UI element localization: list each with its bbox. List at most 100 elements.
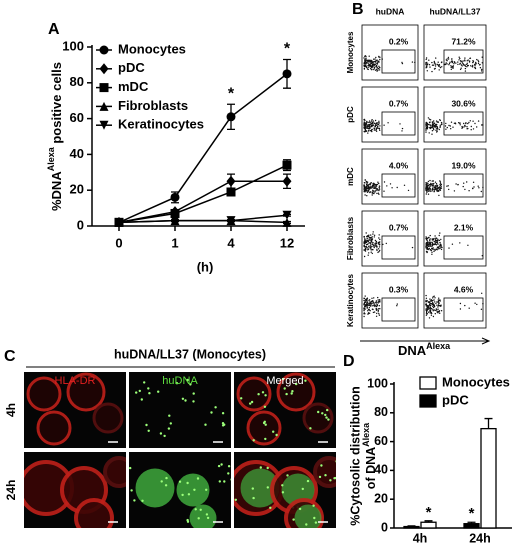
event-dot <box>371 241 373 243</box>
event-dot <box>474 302 476 304</box>
event-dot <box>363 67 366 70</box>
event-dot <box>363 236 365 238</box>
event-dot <box>436 301 438 303</box>
event-dot <box>365 239 367 241</box>
annotation: * <box>284 41 291 58</box>
dna-dot <box>230 478 231 481</box>
marker <box>226 187 236 197</box>
event-dot <box>437 306 439 308</box>
event-dot <box>433 250 435 253</box>
event-dot <box>367 59 369 61</box>
event-dot <box>437 308 439 310</box>
event-dot <box>472 187 474 189</box>
event-dot <box>378 193 380 195</box>
event-dot <box>426 122 428 125</box>
membrane <box>276 372 316 412</box>
plot-frame <box>423 148 487 205</box>
event-dot <box>368 304 371 306</box>
event-dot <box>430 300 433 302</box>
event-dot <box>378 127 380 129</box>
event-dot <box>433 189 435 191</box>
event-dot <box>433 190 435 192</box>
event-dot <box>425 124 427 126</box>
event-dot <box>378 243 381 245</box>
event-dot <box>375 129 377 131</box>
event-dot <box>377 242 380 244</box>
event-dot <box>364 295 366 297</box>
event-dot <box>375 301 377 304</box>
event-dot <box>372 305 374 307</box>
dna-dot <box>143 381 146 384</box>
event-dot <box>367 62 369 64</box>
dna-dot <box>167 427 171 430</box>
dna-dot <box>272 430 275 433</box>
event-dot <box>457 183 459 186</box>
event-dot <box>407 189 410 192</box>
event-dot <box>370 120 373 122</box>
channel-label: huDNA <box>162 375 198 387</box>
event-dot <box>396 186 398 189</box>
event-dot <box>438 234 440 237</box>
event-dot <box>427 123 429 126</box>
event-dot <box>376 189 378 192</box>
membrane <box>36 410 72 446</box>
event-dot <box>370 234 372 236</box>
x-tick-label: 0 <box>115 235 122 250</box>
dna-dot <box>335 460 336 463</box>
bar <box>463 523 480 529</box>
event-dot <box>363 189 366 192</box>
event-dot <box>469 120 471 122</box>
gate-percent: 0.2% <box>389 36 409 46</box>
dna-dot <box>318 475 322 479</box>
x-label-sup: Alexa <box>426 341 451 351</box>
event-dot <box>438 63 440 66</box>
gate <box>443 297 484 322</box>
event-dot <box>460 67 462 69</box>
event-dot <box>377 309 379 312</box>
dna-dot <box>218 480 221 483</box>
event-dot <box>363 122 365 125</box>
event-dot <box>367 243 369 245</box>
annotation: * <box>426 504 432 521</box>
event-dot <box>427 117 430 119</box>
event-dot <box>432 247 434 249</box>
event-dot <box>437 121 439 123</box>
event-dot <box>367 313 369 315</box>
dna-dot <box>306 479 310 483</box>
event-dot <box>434 235 436 237</box>
event-dot <box>364 65 366 68</box>
event-dot <box>365 61 367 63</box>
event-dot <box>466 128 468 130</box>
event-dot <box>450 65 452 67</box>
event-dot <box>448 62 451 65</box>
dna-dot <box>250 400 254 404</box>
event-dot <box>467 59 469 61</box>
event-dot <box>365 57 367 60</box>
event-dot <box>370 124 373 127</box>
event-dot <box>432 248 434 251</box>
event-dot <box>377 296 379 299</box>
event-dot <box>461 61 463 63</box>
event-dot <box>368 55 370 57</box>
event-dot <box>428 245 430 247</box>
event-dot <box>466 66 468 68</box>
legend-marker <box>99 101 109 111</box>
dna-dot <box>321 412 324 415</box>
event-dot <box>378 314 381 316</box>
column-header: huDNA/LL37 <box>430 6 481 16</box>
event-dot <box>462 63 465 66</box>
event-dot <box>427 311 430 313</box>
channel-label: HLA-DR <box>55 375 96 387</box>
dna-dot <box>227 472 230 475</box>
event-dot <box>426 239 428 242</box>
event-dot <box>368 307 371 309</box>
event-dot <box>375 244 377 247</box>
event-dot <box>440 183 443 186</box>
event-dot <box>363 182 366 184</box>
event-dot <box>374 245 376 247</box>
event-dot <box>373 246 375 249</box>
event-dot <box>433 120 435 122</box>
event-dot <box>363 121 365 123</box>
event-dot <box>437 243 439 245</box>
series-line <box>118 180 287 224</box>
